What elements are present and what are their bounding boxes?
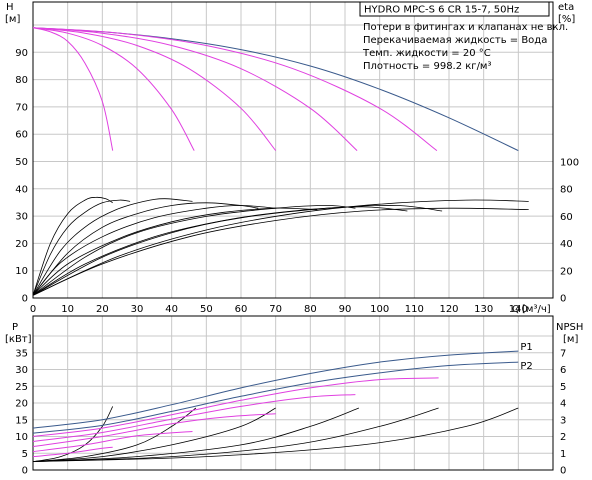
head-curve — [32, 27, 195, 151]
power-curve-max — [32, 350, 519, 429]
power-curve — [32, 377, 439, 437]
q-tick-label: 80 — [304, 304, 317, 315]
info-line-4: Плотность = 998.2 кг/м³ — [363, 61, 492, 72]
npsh-tick-label: 5 — [560, 382, 566, 393]
q-tick-label: 40 — [165, 304, 178, 315]
power-curve — [32, 394, 356, 442]
npsh-tick-label: 4 — [560, 399, 566, 410]
top-grid — [32, 1, 554, 299]
head-tick-label: 30 — [15, 212, 28, 223]
q-tick-label: 100 — [370, 304, 389, 315]
npsh-curve — [32, 407, 360, 462]
eta-curve — [32, 205, 443, 296]
info-line-1: Потери в фитингах и клапанах не вкл. — [363, 22, 568, 33]
eta-curve — [32, 199, 131, 296]
npsh-curve — [32, 407, 276, 462]
eta-tick-label: 20 — [560, 266, 573, 277]
bottom-grid — [32, 315, 554, 471]
q-tick-label: 140 — [509, 304, 528, 315]
eta-curve — [32, 196, 113, 296]
power-tick-label: 35 — [15, 348, 28, 359]
title-box — [359, 1, 550, 17]
q-tick-label: 50 — [200, 304, 213, 315]
bottom-curves — [32, 350, 519, 462]
npsh-tick-label: 0 — [560, 466, 566, 477]
eta-curve — [32, 198, 193, 296]
q-tick-label: 0 — [30, 304, 36, 315]
power-tick-label: 30 — [15, 365, 28, 376]
power-curve — [32, 446, 113, 458]
q-tick-label: 130 — [474, 304, 493, 315]
head-tick-label: 50 — [15, 157, 28, 168]
q-tick-label: 20 — [96, 304, 109, 315]
q-tick-label: 60 — [235, 304, 248, 315]
q-tick-label: 90 — [339, 304, 352, 315]
chart-title: HYDRO MPC-S 6 CR 15-7, 50Hz — [364, 5, 519, 16]
head-axis-label: H — [6, 2, 14, 13]
info-line-3: Темп. жидкости = 20 °C — [362, 48, 491, 59]
series-label-p2: P2 — [520, 361, 532, 372]
eta-curve — [32, 199, 529, 296]
eta-axis-label: eta — [558, 2, 574, 13]
npsh-tick-label: 3 — [560, 415, 566, 426]
head-tick-label: 40 — [15, 184, 28, 195]
npsh-curve — [32, 407, 439, 462]
power-tick-label: 10 — [15, 432, 28, 443]
power-curve — [32, 413, 276, 448]
eta-tick-label: 40 — [560, 239, 573, 250]
eta-tick-label: 100 — [560, 158, 579, 169]
eta-curve — [32, 207, 529, 296]
eta-tick-label: 60 — [560, 212, 573, 223]
top-frame — [32, 1, 554, 299]
npsh-tick-label: 2 — [560, 432, 566, 443]
q-axis-unit: [м³/ч] — [522, 304, 551, 315]
npsh-axis-unit: [м] — [563, 334, 578, 345]
head-tick-label: 90 — [15, 48, 28, 59]
eta-axis-unit: [%] — [558, 14, 575, 25]
npsh-curve — [32, 407, 197, 462]
head-tick-label: 60 — [15, 130, 28, 141]
head-tick-label: 70 — [15, 102, 28, 113]
head-tick-label: 20 — [15, 239, 28, 250]
head-tick-label: 10 — [15, 266, 28, 277]
head-axis-unit: [м] — [5, 14, 20, 25]
eta-tick-label: 80 — [560, 185, 573, 196]
q-tick-label: 30 — [131, 304, 144, 315]
power-curve — [32, 431, 193, 453]
npsh-tick-label: 7 — [560, 348, 566, 359]
q-tick-label: 70 — [269, 304, 282, 315]
head-curve — [32, 27, 114, 151]
q-axis-label: Q — [512, 304, 520, 315]
npsh-tick-label: 6 — [560, 365, 566, 376]
bottom-frame — [32, 315, 554, 471]
q-tick-label: 10 — [61, 304, 74, 315]
power-tick-label: 20 — [15, 399, 28, 410]
info-line-2: Перекачиваемая жидкость = Вода — [363, 35, 547, 46]
q-tick-label: 110 — [405, 304, 424, 315]
eta-curve — [32, 205, 276, 296]
head-curve — [32, 27, 277, 151]
power-tick-label: 5 — [22, 449, 28, 460]
power-tick-label: 25 — [15, 382, 28, 393]
power-axis-label: P — [12, 322, 18, 333]
series-label-p1: P1 — [520, 342, 532, 353]
eta-curve — [32, 205, 356, 296]
head-curve — [32, 27, 438, 152]
head-tick-label: 0 — [22, 294, 28, 305]
npsh-curve — [32, 407, 519, 462]
q-tick-label: 120 — [439, 304, 458, 315]
npsh-tick-label: 1 — [560, 449, 566, 460]
eta-tick-label: 0 — [560, 294, 566, 305]
npsh-axis-label: NPSH — [556, 322, 583, 333]
power-curve-max — [32, 361, 519, 434]
head-curve — [32, 27, 358, 151]
power-axis-unit: [кВт] — [5, 334, 32, 345]
head-tick-label: 80 — [15, 75, 28, 86]
top-curves — [32, 27, 529, 296]
power-tick-label: 15 — [15, 415, 28, 426]
power-tick-label: 0 — [22, 466, 28, 477]
